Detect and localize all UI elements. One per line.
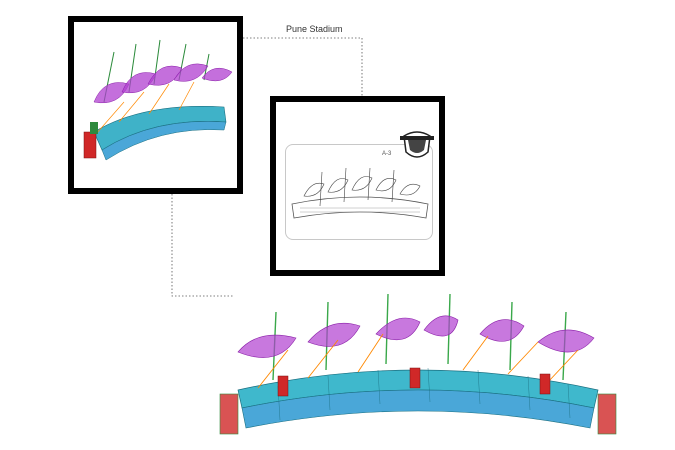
project-title: Pune Stadium (286, 24, 343, 34)
stadium-line-drawing (291, 167, 429, 219)
stadium-emblem-icon (400, 131, 434, 158)
stadium-elevation-model (219, 293, 617, 435)
drawing-sheet-panel (285, 144, 433, 240)
sheet-tag: A-3 (382, 151, 392, 157)
stadium-perspective-model (83, 39, 233, 161)
perspective-view-frame (68, 16, 243, 194)
